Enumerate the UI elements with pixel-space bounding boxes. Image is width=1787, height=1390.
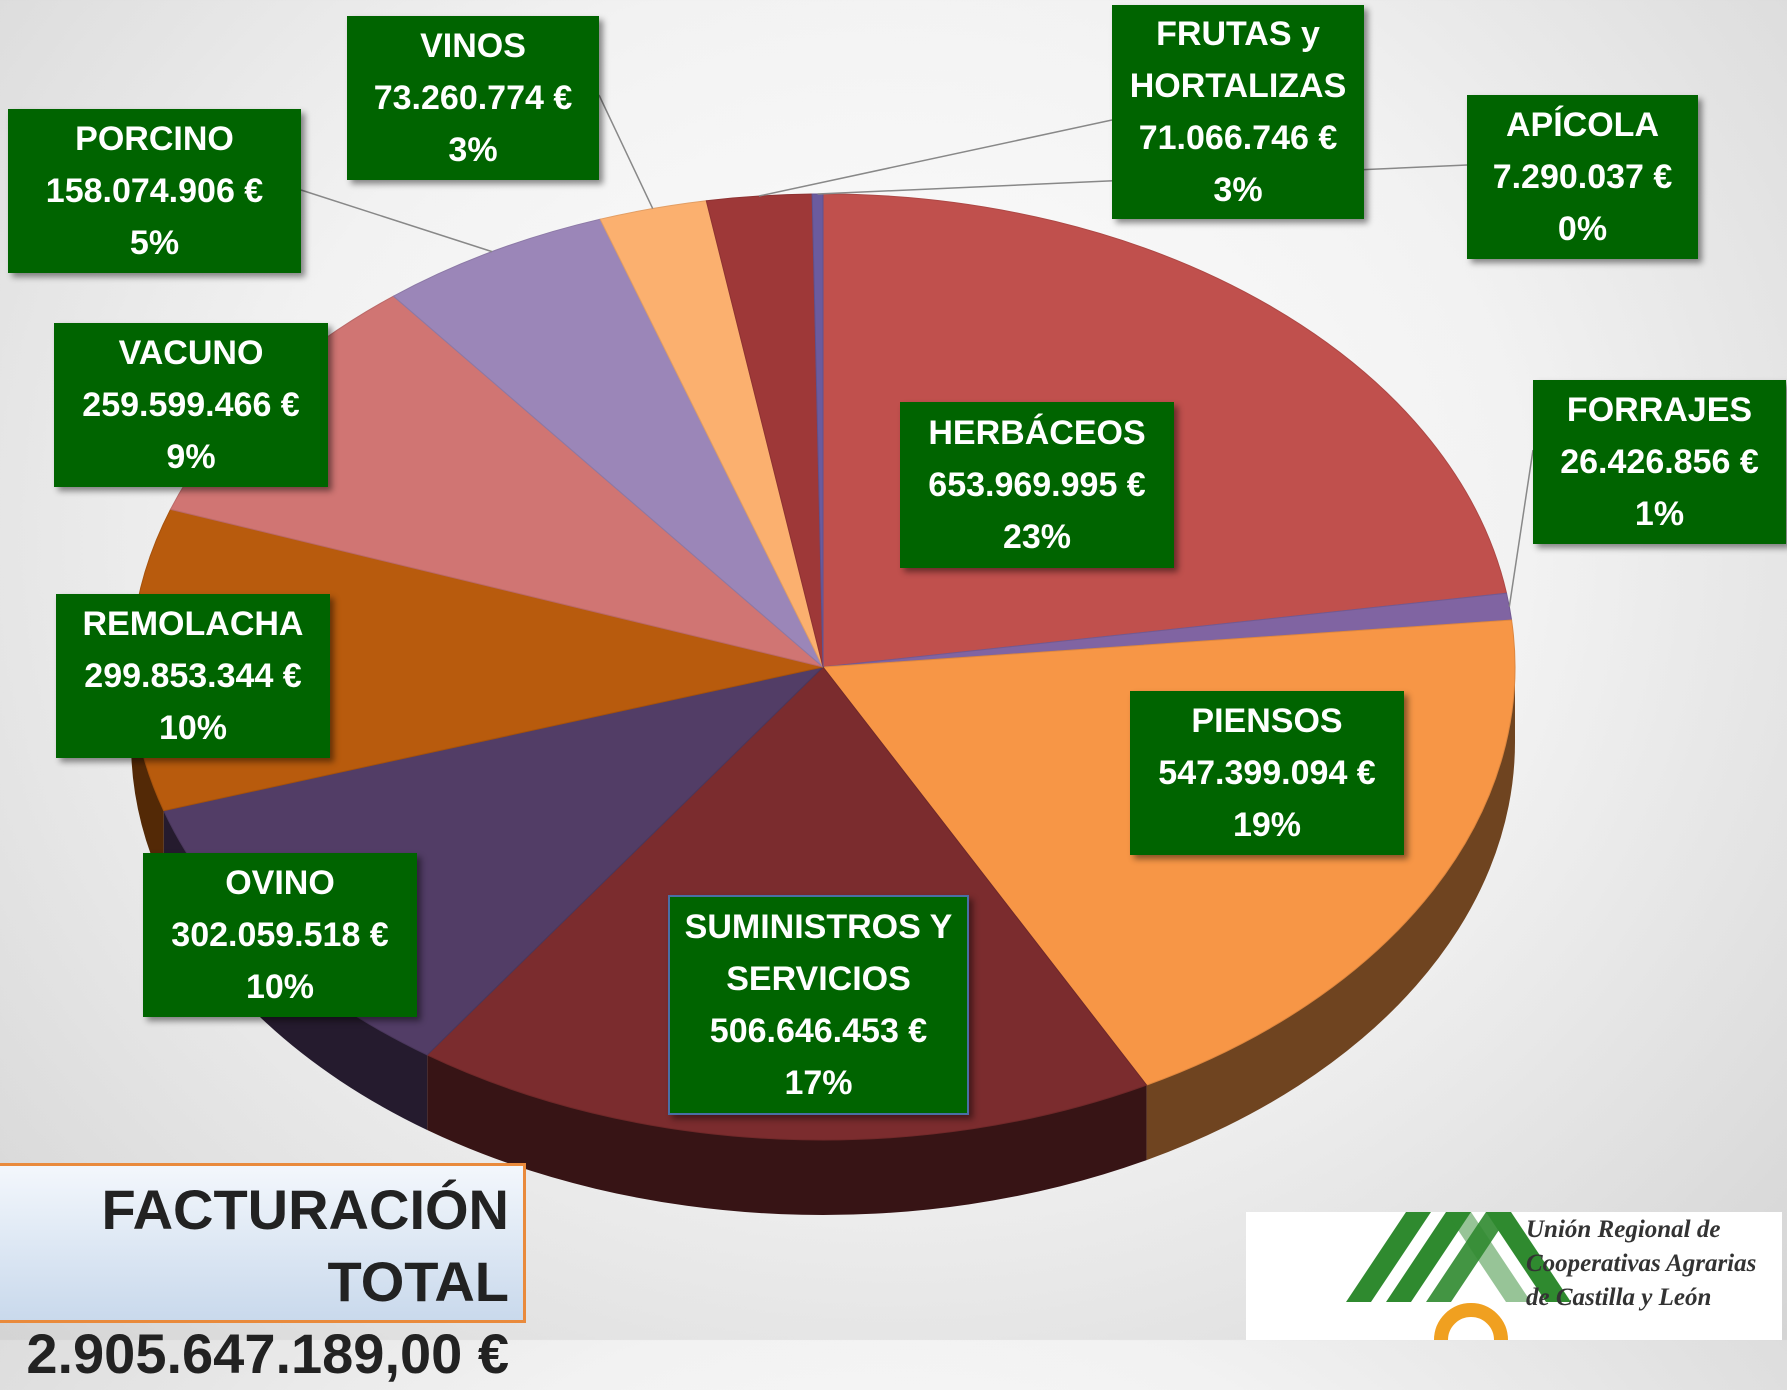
leader-line — [598, 94, 654, 209]
data-label: VINOS 73.260.774 € 3% — [347, 16, 599, 180]
label-value: 653.969.995 € — [928, 466, 1146, 504]
data-label: PIENSOS 547.399.094 € 19% — [1130, 691, 1404, 855]
label-percent: 3% — [1213, 171, 1263, 209]
label-percent: 1% — [1634, 495, 1685, 533]
label-name: APÍCOLA — [1506, 106, 1659, 144]
leader-line — [1508, 449, 1534, 607]
label-name: FRUTAS y HORTALIZAS — [1129, 15, 1347, 105]
data-label: OVINO 302.059.518 € 10% — [143, 853, 417, 1017]
label-percent: 17% — [784, 1064, 853, 1102]
label-name: PORCINO — [75, 120, 234, 158]
logo-line: Unión Regional de — [1526, 1216, 1721, 1243]
label-value: 259.599.466 € — [82, 386, 300, 424]
label-percent: 23% — [1002, 518, 1072, 556]
data-label: HERBÁCEOS 653.969.995 € 23% — [900, 402, 1174, 568]
label-percent: 3% — [448, 131, 498, 169]
label-name: OVINO — [225, 864, 335, 902]
leader-line — [300, 189, 493, 253]
logo-icon — [1346, 1212, 1571, 1340]
pie-side — [1146, 667, 1515, 1161]
label-name: REMOLACHA — [82, 605, 304, 643]
label-percent: 0% — [1557, 210, 1608, 248]
leader-line — [758, 119, 1113, 197]
pie-side — [131, 667, 164, 886]
label-value: 506.646.453 € — [709, 1012, 928, 1050]
data-label: FORRAJES 26.426.856 € 1% — [1533, 380, 1786, 544]
logo-line: de Castilla y León — [1526, 1284, 1712, 1311]
label-value: 26.426.856 € — [1560, 443, 1759, 481]
pie-side — [163, 810, 428, 1130]
data-label: REMOLACHA 299.853.344 € 10% — [56, 594, 330, 758]
label-name: VINOS — [420, 27, 526, 65]
label-percent: 19% — [1232, 806, 1302, 844]
label-percent: 10% — [245, 968, 315, 1006]
label-value: 158.074.906 € — [45, 172, 264, 210]
total-box: FACTURACIÓN TOTAL 2.905.647.189,00 € — [0, 1163, 526, 1385]
pie-slice — [392, 218, 824, 668]
logo-name: URCACYL — [1256, 1324, 1782, 1340]
label-name: FORRAJES — [1566, 391, 1753, 429]
label-value: 302.059.518 € — [171, 916, 389, 954]
data-label: SUMINISTROS Y SERVICIOS 506.646.453 € 17% — [668, 895, 969, 1115]
label-name: HERBÁCEOS — [928, 414, 1146, 452]
label-value: 71.066.746 € — [1138, 119, 1338, 157]
total-value: 2.905.647.189,00 € — [26, 1322, 509, 1385]
label-percent: 9% — [166, 438, 216, 476]
label-value: 7.290.037 € — [1492, 158, 1673, 196]
logo-line: Cooperativas Agrarias — [1526, 1250, 1757, 1277]
label-percent: 5% — [129, 224, 180, 262]
pie-side — [427, 1054, 1147, 1215]
label-value: 73.260.774 € — [373, 79, 573, 117]
data-label: FRUTAS y HORTALIZAS 71.066.746 € 3% — [1112, 5, 1364, 219]
label-percent: 10% — [158, 709, 228, 747]
label-name: PIENSOS — [1191, 702, 1343, 740]
data-label: PORCINO 158.074.906 € 5% — [8, 109, 301, 273]
label-value: 547.399.094 € — [1158, 754, 1376, 792]
label-name: VACUNO — [118, 334, 264, 372]
label-name: SUMINISTROS Y SERVICIOS — [684, 908, 953, 998]
label-value: 299.853.344 € — [84, 657, 302, 695]
total-title: FACTURACIÓN TOTAL — [101, 1178, 509, 1313]
logo: Unión Regional de Cooperativas Agrarias … — [1246, 1212, 1782, 1340]
data-label: VACUNO 259.599.466 € 9% — [54, 323, 328, 487]
data-label: APÍCOLA 7.290.037 € 0% — [1467, 95, 1698, 259]
